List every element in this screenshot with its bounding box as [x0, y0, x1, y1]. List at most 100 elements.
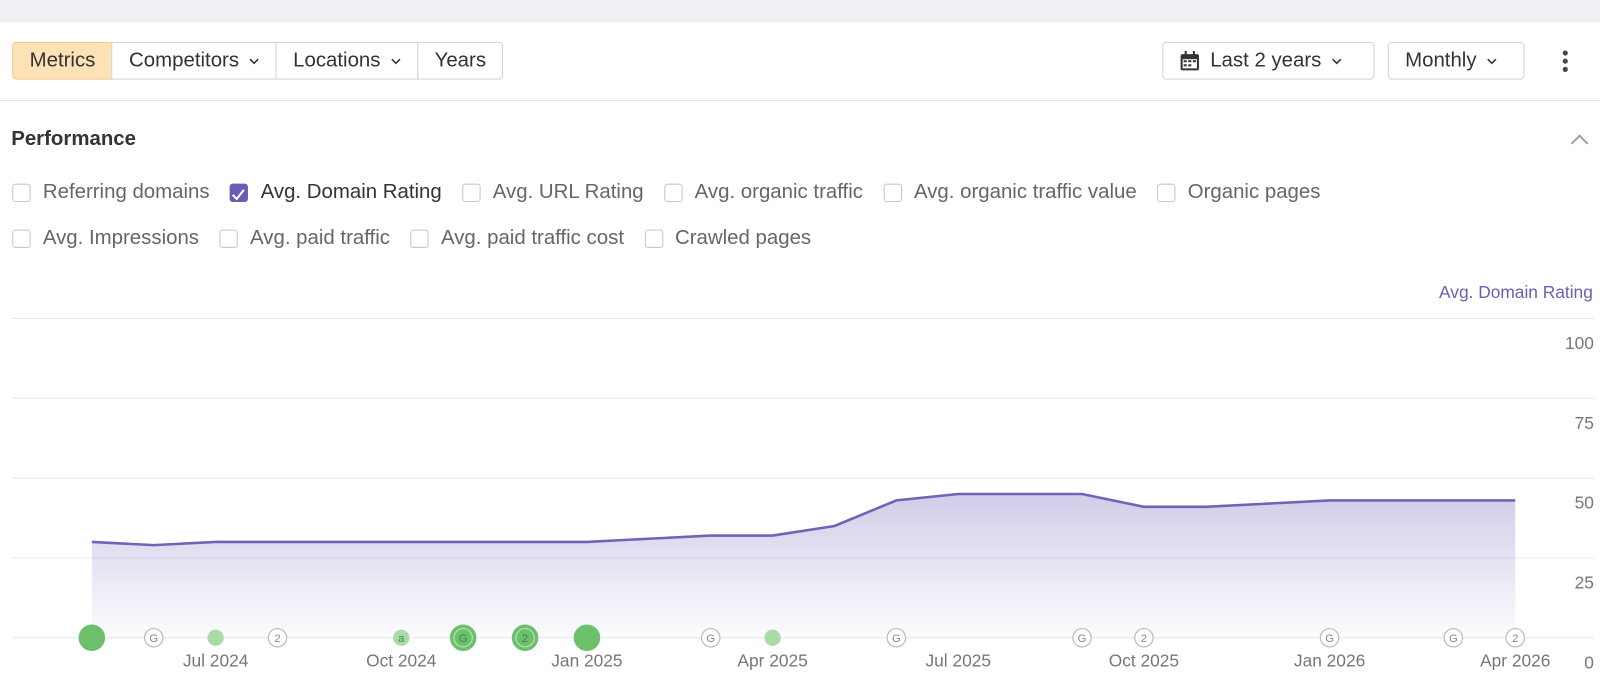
x-tick-label: Oct 2024 [366, 650, 437, 670]
event-label: 2 [522, 633, 528, 645]
event-icon[interactable] [515, 627, 535, 648]
date-range-button[interactable]: Last 2 years [1162, 41, 1375, 80]
x-tick-label: Jan 2025 [551, 650, 622, 670]
checkbox[interactable] [12, 229, 31, 248]
event-dot[interactable] [207, 629, 224, 646]
x-tick-label: Apr 2025 [737, 650, 807, 670]
event-icon[interactable] [1319, 627, 1340, 648]
checkbox[interactable] [664, 183, 683, 202]
tab[interactable]: Competitors [111, 41, 277, 80]
line [91, 492, 1516, 547]
y-axis-title: Avg. Domain Rating [1439, 282, 1593, 302]
event-dot[interactable] [573, 624, 601, 652]
date-range-label: Last 2 years [1210, 48, 1322, 72]
x-tick-label: Jan 2026 [1294, 650, 1365, 670]
checkbox[interactable] [219, 229, 238, 248]
tab-label: Years [434, 48, 487, 72]
event-label: a [398, 633, 405, 645]
tab-label: Competitors [129, 48, 240, 72]
checkbox[interactable] [410, 229, 429, 248]
event-label: G [149, 633, 158, 645]
event-icon[interactable] [143, 627, 164, 648]
checkbox[interactable] [230, 183, 249, 202]
event-label: G [459, 633, 468, 645]
tab-label: Locations [293, 48, 381, 72]
event-label: G [706, 633, 715, 645]
option-row: Avg. Impressions Avg. paid traffic Avg. pa… [12, 227, 811, 250]
event-label: 2 [274, 633, 280, 645]
chevron [1332, 58, 1342, 64]
metric-option[interactable]: Avg. organic traffic [664, 181, 863, 204]
event-label: G [1449, 633, 1458, 645]
chevron [391, 58, 401, 64]
y-tick-label: 50 [1575, 493, 1594, 513]
metric-option[interactable]: Avg. paid traffic [219, 227, 390, 250]
event-icon[interactable] [1443, 627, 1464, 648]
event-label: 2 [1141, 633, 1147, 645]
option-label: Referring domains [42, 180, 210, 204]
metric-option[interactable]: Avg. paid traffic cost [410, 227, 624, 250]
event-dot[interactable] [78, 624, 106, 652]
x-tick-label: Jul 2024 [183, 650, 249, 670]
more-menu[interactable] [1559, 49, 1571, 73]
metric-option[interactable]: Organic pages [1157, 181, 1320, 204]
tab[interactable]: Years [417, 41, 504, 80]
metric-option[interactable]: Avg. organic traffic value [883, 180, 1137, 204]
metric-option[interactable]: Referring domains [12, 180, 210, 204]
event-label: 2 [1512, 633, 1518, 645]
event-dot[interactable] [393, 629, 410, 646]
event-icon[interactable] [1072, 627, 1092, 648]
tab-label: Metrics [29, 48, 96, 72]
chart: Avg. Domain Rating 0 25 50 75 100 Jul 2024 Oct … [12, 282, 1594, 672]
checkbox[interactable] [883, 183, 902, 202]
option-label: Avg. Impressions [42, 226, 200, 249]
divider [0, 99, 1600, 102]
checkbox[interactable] [12, 183, 31, 202]
x-tick-label: Oct 2025 [1109, 650, 1179, 670]
event-icon[interactable] [1505, 627, 1526, 648]
event-label: G [892, 633, 901, 645]
metric-option[interactable]: Avg. Domain Rating [230, 181, 442, 204]
event-label: G [1325, 633, 1334, 645]
event-icon[interactable] [700, 627, 721, 648]
option-label: Avg. URL Rating [492, 180, 644, 204]
area-fill [91, 494, 1516, 638]
tab[interactable]: Metrics [12, 41, 113, 80]
event-label: G [1078, 633, 1087, 645]
option-label: Avg. organic traffic value [913, 180, 1137, 204]
metric-option[interactable]: Avg. URL Rating [462, 180, 644, 204]
metric-option[interactable]: Crawled pages [644, 227, 811, 250]
top-bar [0, 0, 1600, 23]
y-tick-label: 75 [1575, 413, 1594, 433]
option-label: Avg. paid traffic [250, 226, 390, 249]
event-icon[interactable] [267, 627, 288, 648]
chevron [249, 58, 259, 64]
checkbox[interactable] [1157, 183, 1176, 202]
checkmark-line [232, 188, 246, 201]
interval-button[interactable]: Monthly [1387, 41, 1525, 80]
interval-label: Monthly [1405, 48, 1477, 72]
y-tick-label: 25 [1575, 573, 1594, 593]
checkbox[interactable] [644, 229, 663, 248]
tab[interactable]: Locations [275, 41, 419, 80]
event-icon[interactable] [1134, 627, 1154, 648]
metric-option[interactable]: Avg. Impressions [12, 227, 199, 250]
event-dot[interactable] [764, 629, 781, 646]
collapse-chevron[interactable] [1569, 133, 1589, 147]
option-label: Crawled pages [675, 226, 812, 249]
event-icon[interactable] [453, 627, 473, 648]
chevron [1487, 58, 1497, 64]
option-row: Referring domains Avg. Domain Rating Avg. … [12, 181, 1320, 204]
tab-group: Metrics Competitors Locations Years [12, 41, 504, 80]
option-label: Avg. organic traffic [694, 180, 863, 204]
option-label: Avg. paid traffic cost [440, 226, 624, 249]
checkbox[interactable] [462, 183, 481, 202]
checkmark [232, 188, 246, 201]
chevron-line [391, 58, 401, 64]
option-label: Avg. Domain Rating [260, 180, 442, 204]
chevron-line [249, 58, 259, 64]
x-tick-label: Jul 2025 [925, 650, 991, 670]
event-icon[interactable] [391, 627, 412, 648]
event-icon[interactable] [886, 627, 907, 648]
